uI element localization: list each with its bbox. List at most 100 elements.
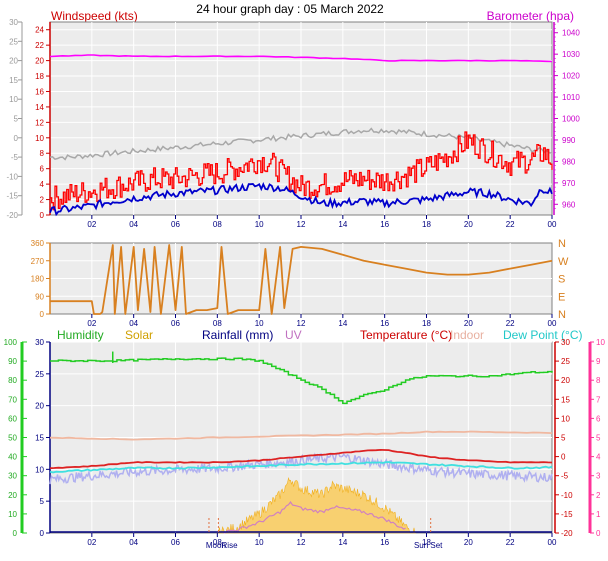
uv-tick-label: 10 (596, 338, 605, 347)
x-tick-label: 14 (338, 538, 347, 547)
x-tick-label: 02 (87, 538, 96, 547)
temperature-label: Temperature (°C) (360, 328, 452, 342)
rise-event-label: Rise (222, 541, 239, 550)
x-tick-label: 06 (171, 319, 180, 328)
x-tick-label: 10 (255, 538, 264, 547)
temperature-tick-label: 25 (561, 357, 570, 366)
windspeed-tick-label: 6 (40, 165, 45, 174)
x-tick-label: 04 (129, 319, 138, 328)
x-tick-label: 20 (464, 319, 473, 328)
windspeed-tick-label: 2 (40, 196, 45, 205)
direction-tick-label: 0 (40, 310, 45, 319)
temperature-tick-label: 0 (561, 453, 566, 462)
windspeed-tick-label: 22 (35, 41, 44, 50)
uv-tick-label: 5 (596, 434, 601, 443)
rainfall-tick-label: 25 (35, 370, 44, 379)
solar-secondary-line (223, 500, 406, 534)
uv-tick-label: 6 (596, 414, 601, 423)
compass-label: N (558, 238, 566, 250)
dewpoint-label: Dew Point (°C) (503, 328, 582, 342)
barometer-tick-label: 960 (562, 200, 576, 209)
x-tick-label: 16 (380, 319, 389, 328)
humidity-tick-label: 70 (8, 395, 17, 404)
solar-label: Solar (125, 328, 153, 342)
humidity-tick-label: 80 (8, 376, 17, 385)
x-tick-label: 16 (380, 538, 389, 547)
compass-label: S (558, 274, 565, 286)
windspeed-tick-label: 18 (35, 72, 44, 81)
rainfall-tick-label: 0 (40, 529, 45, 538)
rainfall-tick-label: 5 (40, 497, 45, 506)
x-tick-label: 18 (422, 538, 431, 547)
outer-tick-label: 30 (9, 18, 18, 27)
humidity-tick-label: 90 (8, 357, 17, 366)
uv-tick-label: 9 (596, 357, 601, 366)
uv-tick-label: 8 (596, 376, 601, 385)
outer-tick-label: 5 (14, 115, 19, 124)
outer-tick-label: -10 (6, 172, 18, 181)
outer-tick-label: 25 (9, 37, 18, 46)
outer-tick-label: 20 (9, 57, 18, 66)
x-tick-label: 06 (171, 538, 180, 547)
windspeed-tick-label: 12 (35, 118, 44, 127)
x-tick-label: 10 (255, 220, 264, 229)
windspeed-tick-label: 24 (35, 26, 44, 35)
barometer-tick-label: 980 (562, 157, 576, 166)
outer-tick-label: 15 (9, 76, 18, 85)
x-tick-label: 08 (213, 220, 222, 229)
outer-tick-label: -15 (6, 192, 18, 201)
rainfall-tick-label: 20 (35, 402, 44, 411)
temperature-tick-label: -15 (561, 510, 573, 519)
humidity-tick-label: 30 (8, 472, 17, 481)
temperature-line (49, 448, 553, 470)
humidity-tick-label: 50 (8, 434, 17, 443)
wind-gust-line (50, 131, 553, 211)
outer-tick-label: 10 (9, 95, 18, 104)
chart-title: 24 hour graph day : 05 March 2022 (196, 2, 384, 16)
uv-tick-label: 1 (596, 510, 601, 519)
windspeed-axis-label: Windspeed (kts) (51, 9, 138, 23)
windspeed-tick-label: 14 (35, 103, 44, 112)
x-tick-label: 20 (464, 220, 473, 229)
x-tick-label: 18 (422, 220, 431, 229)
temperature-tick-label: 20 (561, 376, 570, 385)
temperature-tick-label: -5 (561, 472, 569, 481)
windspeed-tick-label: 16 (35, 87, 44, 96)
barometer-tick-label: 990 (562, 136, 576, 145)
uv-tick-label: 4 (596, 453, 601, 462)
outer-tick-label: 0 (14, 134, 19, 143)
solar-area (217, 477, 416, 534)
windspeed-tick-label: 20 (35, 57, 44, 66)
barometer-tick-label: 1010 (562, 93, 580, 102)
temperature-tick-label: 10 (561, 414, 570, 423)
temperature-tick-label: 5 (561, 434, 566, 443)
uv-tick-label: 3 (596, 472, 601, 481)
direction-tick-label: 90 (35, 292, 44, 301)
rainfall-tick-label: 15 (35, 434, 44, 443)
barometer-tick-label: 970 (562, 179, 576, 188)
temperature-tick-label: -20 (561, 529, 573, 538)
humidity-line (50, 357, 553, 405)
wind-baro-panel: 024681012141618202224302520151050-5-10-1… (6, 18, 580, 229)
uv-tick-label: 0 (596, 529, 601, 538)
barometer-tick-label: 1020 (562, 72, 580, 81)
x-tick-label: 20 (464, 538, 473, 547)
windspeed-tick-label: 10 (35, 134, 44, 143)
temperature-tick-label: 30 (561, 338, 570, 347)
compass-label: E (558, 291, 565, 303)
compass-label: W (558, 256, 569, 268)
x-tick-label: 04 (129, 220, 138, 229)
compass-label: N (558, 309, 566, 321)
x-tick-label: 16 (380, 220, 389, 229)
sunset-event-label: Sun Set (414, 541, 443, 550)
temperature-tick-label: 15 (561, 395, 570, 404)
x-tick-label: 12 (297, 538, 306, 547)
rainfall-label: Rainfall (mm) (202, 328, 273, 342)
barometer-tick-label: 1030 (562, 50, 580, 59)
rainfall-tick-label: 30 (35, 338, 44, 347)
barometer-tick-label: 1040 (562, 29, 580, 38)
windspeed-tick-label: 4 (40, 180, 45, 189)
humidity-tick-label: 0 (13, 529, 18, 538)
